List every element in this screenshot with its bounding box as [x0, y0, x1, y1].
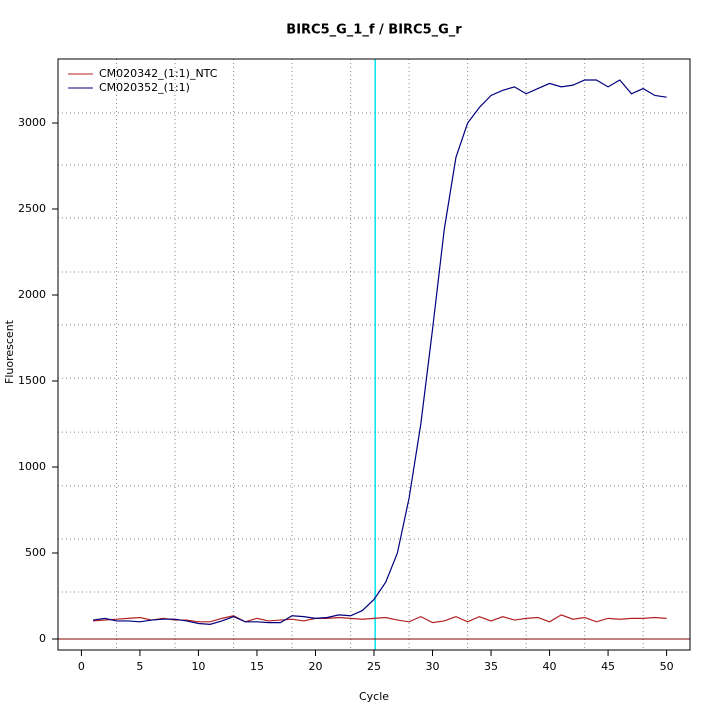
x-tick-label: 10: [191, 660, 205, 673]
y-tick-label: 3000: [18, 116, 46, 129]
data-line: [93, 614, 667, 624]
x-tick-label: 5: [136, 660, 143, 673]
x-tick-label: 25: [367, 660, 381, 673]
x-axis-label: Cycle: [359, 690, 389, 703]
y-tick-label: 0: [39, 632, 46, 645]
plot-frame: [57, 58, 691, 651]
y-tick-label: 2500: [18, 202, 46, 215]
chart-title: BIRC5_G_1_f / BIRC5_G_r: [286, 23, 462, 38]
y-tick-label: 1500: [18, 374, 46, 387]
x-tick-label: 0: [78, 660, 85, 673]
x-tick-label: 35: [484, 660, 498, 673]
x-tick-label: 20: [308, 660, 322, 673]
y-tick-label: 500: [25, 546, 46, 559]
x-tick-label: 40: [543, 660, 557, 673]
x-tick-label: 15: [250, 660, 264, 673]
y-axis-label: Fluorescent: [3, 319, 16, 384]
legend-label: CM020342_(1:1)_NTC: [99, 67, 218, 80]
data-line: [93, 79, 667, 625]
y-tick-label: 1000: [18, 460, 46, 473]
x-tick-label: 50: [660, 660, 674, 673]
legend-label: CM020352_(1:1): [99, 81, 190, 94]
y-tick-label: 2000: [18, 288, 46, 301]
x-tick-label: 30: [426, 660, 440, 673]
x-tick-label: 45: [601, 660, 615, 673]
